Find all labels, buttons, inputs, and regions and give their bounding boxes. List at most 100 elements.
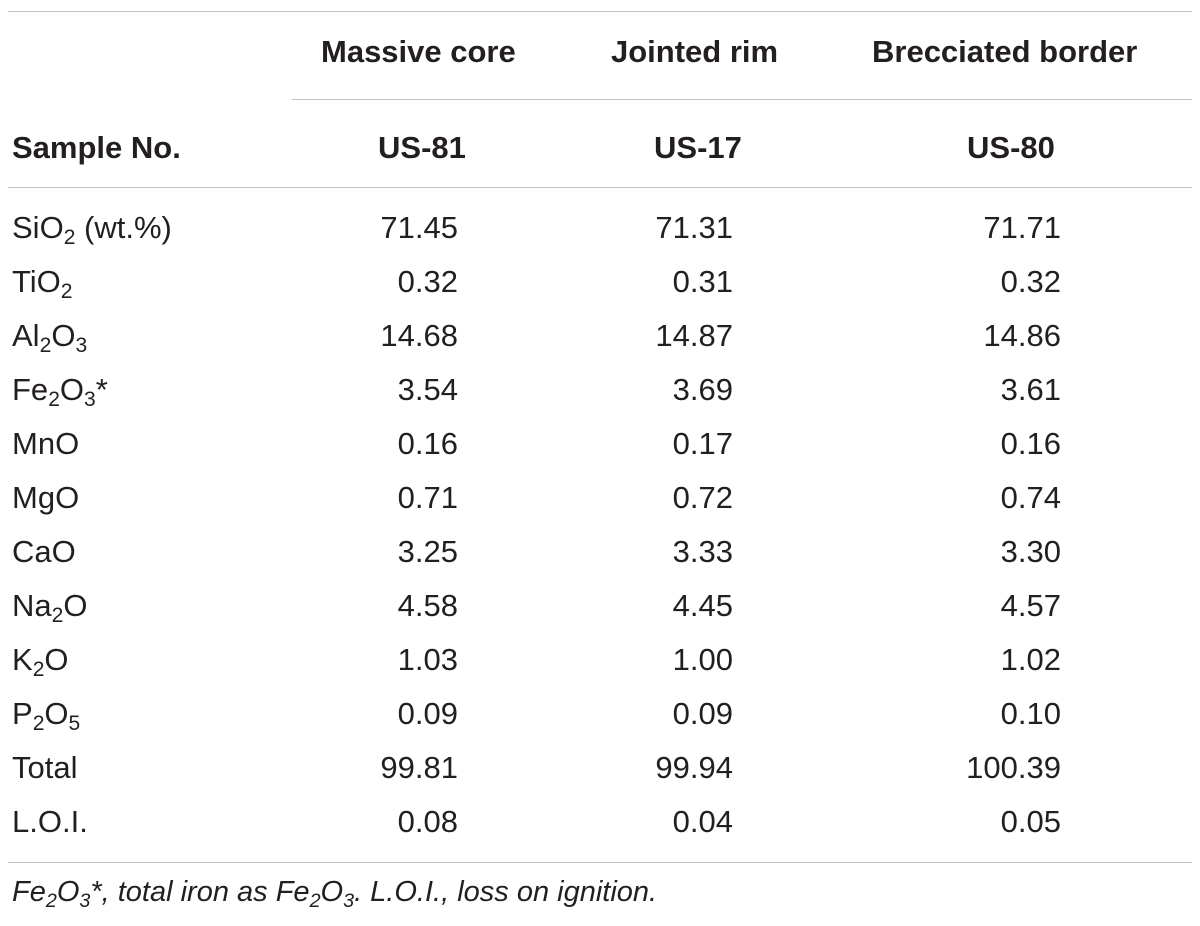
label-text: O [44, 642, 69, 677]
table-row: Total 99.81 99.94 100.39 [0, 748, 1200, 788]
row-label: MnO [12, 426, 80, 461]
header-bottom-rule [8, 187, 1192, 188]
footnote-subscript: 3 [343, 889, 355, 912]
row-label: SiO2 (wt.%) [12, 208, 172, 248]
table-cell: 3.69 [672, 372, 733, 407]
label-text: Al [12, 318, 40, 353]
row-label: P2O5 [12, 694, 80, 734]
table-cell: 14.87 [655, 318, 733, 353]
label-subscript: 2 [63, 225, 76, 249]
column-header-jointed-rim: Jointed rim [611, 34, 779, 69]
table-row: MnO 0.16 0.17 0.16 [0, 424, 1200, 464]
row-label: L.O.I. [12, 804, 88, 839]
label-text: O [59, 372, 85, 407]
table-cell: 0.74 [1000, 480, 1061, 515]
sample-id-us-80: US-80 [967, 130, 1055, 165]
group-header-rule [292, 99, 1192, 100]
label-text: Na [12, 588, 52, 623]
table-row: SiO2 (wt.%) 71.45 71.31 71.71 [0, 208, 1200, 248]
table-row: Fe2O3* 3.54 3.69 3.61 [0, 370, 1200, 410]
row-label: Total [12, 750, 78, 785]
sample-id-us-81: US-81 [378, 130, 466, 165]
row-label: Na2O [12, 586, 88, 626]
table-cell: 0.32 [1000, 264, 1061, 299]
table-cell: 3.61 [1000, 372, 1061, 407]
footnote-subscript: 3 [79, 889, 91, 912]
table-cell: 0.31 [672, 264, 733, 299]
table-cell: 0.05 [1000, 804, 1061, 839]
table-cell: 71.31 [655, 210, 733, 245]
column-header-massive-core: Massive core [321, 34, 516, 69]
table-cell: 0.17 [672, 426, 733, 461]
row-label: CaO [12, 534, 76, 569]
label-text: SiO [12, 210, 64, 245]
table-cell: 1.00 [672, 642, 733, 677]
sample-number-label: Sample No. [12, 130, 181, 165]
label-subscript: 3 [84, 387, 96, 411]
label-text: O [51, 318, 76, 353]
label-text: P [12, 696, 33, 731]
footnote-text: O [320, 876, 344, 908]
table-row: K2O 1.03 1.00 1.02 [0, 640, 1200, 680]
table-cell: 0.10 [1000, 696, 1061, 731]
table-row: Al2O3 14.68 14.87 14.86 [0, 316, 1200, 356]
footnote-text: *, total iron as Fe [90, 876, 310, 908]
table-cell: 0.08 [397, 804, 458, 839]
table-cell: 99.81 [380, 750, 458, 785]
table-top-rule [8, 11, 1192, 12]
footnote-subscript: 2 [309, 889, 321, 912]
table-cell: 3.33 [672, 534, 733, 569]
label-text: Fe [12, 372, 49, 407]
label-text: (wt.%) [75, 210, 172, 245]
table-cell: 3.25 [397, 534, 458, 569]
label-subscript: 2 [48, 387, 60, 411]
footnote-text: . L.O.I., loss on ignition. [354, 876, 658, 908]
label-subscript: 2 [60, 279, 73, 303]
table-cell: 0.09 [397, 696, 458, 731]
row-label: MgO [12, 480, 80, 515]
table-cell: 1.03 [397, 642, 458, 677]
table-cell: 0.09 [672, 696, 733, 731]
label-subscript: 3 [75, 333, 88, 357]
table-cell: 14.86 [983, 318, 1061, 353]
row-label: Al2O3 [12, 316, 87, 356]
row-label: TiO2 [12, 262, 73, 302]
sample-id-us-17: US-17 [654, 130, 742, 165]
table-row: MgO 0.71 0.72 0.74 [0, 478, 1200, 518]
row-label: Fe2O3* [12, 370, 108, 410]
table-cell: 1.02 [1000, 642, 1061, 677]
table-cell: 3.54 [397, 372, 458, 407]
label-text: TiO [12, 264, 61, 299]
column-header-brecciated-border: Brecciated border [872, 34, 1138, 69]
sample-number-row: Sample No. US-81 US-17 US-80 [0, 128, 1200, 168]
label-subscript: 2 [51, 603, 64, 627]
label-text: O [44, 696, 69, 731]
label-text: O [63, 588, 88, 623]
table-cell: 14.68 [380, 318, 458, 353]
label-text: K [12, 642, 33, 677]
table-footnote: Fe2O3*, total iron as Fe2O3. L.O.I., los… [12, 872, 657, 912]
table-cell: 0.32 [397, 264, 458, 299]
table-cell: 71.71 [983, 210, 1061, 245]
footnote-text: Fe [12, 876, 46, 908]
table-cell: 0.71 [397, 480, 458, 515]
label-subscript: 2 [39, 333, 52, 357]
table-cell: 3.30 [1000, 534, 1061, 569]
label-subscript: 5 [68, 711, 81, 735]
table-cell: 0.72 [672, 480, 733, 515]
table-bottom-rule [8, 862, 1192, 863]
table-cell: 4.58 [397, 588, 458, 623]
footnote-text: O [56, 876, 80, 908]
table-row: Na2O 4.58 4.45 4.57 [0, 586, 1200, 626]
footnote-subscript: 2 [45, 889, 57, 912]
table-cell: 0.16 [1000, 426, 1061, 461]
label-subscript: 2 [32, 711, 45, 735]
label-text: * [95, 372, 108, 407]
table-cell: 4.57 [1000, 588, 1061, 623]
table-cell: 4.45 [672, 588, 733, 623]
row-label: K2O [12, 640, 69, 680]
table-row: L.O.I. 0.08 0.04 0.05 [0, 802, 1200, 842]
table-cell: 99.94 [655, 750, 733, 785]
label-subscript: 2 [32, 657, 45, 681]
